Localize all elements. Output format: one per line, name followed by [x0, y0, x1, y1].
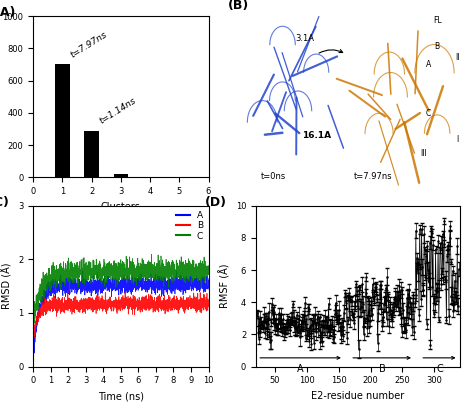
- Bar: [55, 64, 70, 177]
- Y-axis label: RMSF (Å): RMSF (Å): [219, 264, 230, 308]
- Y-axis label: RMSD (Å): RMSD (Å): [1, 263, 12, 310]
- Text: III: III: [420, 150, 427, 158]
- Text: A: A: [426, 60, 431, 69]
- Text: (C): (C): [0, 196, 10, 209]
- X-axis label: Time (ns): Time (ns): [98, 391, 144, 401]
- Text: t=1.14ns: t=1.14ns: [98, 96, 138, 126]
- Text: (B): (B): [228, 0, 249, 12]
- Text: t=7.97ns: t=7.97ns: [69, 30, 109, 60]
- Text: (A): (A): [0, 6, 16, 19]
- Text: B: B: [379, 364, 385, 374]
- X-axis label: Clusters: Clusters: [101, 202, 141, 212]
- Text: 16.1A: 16.1A: [302, 131, 331, 140]
- Text: C: C: [426, 108, 431, 118]
- Legend: A, B, C: A, B, C: [175, 210, 204, 241]
- X-axis label: E2-residue number: E2-residue number: [311, 391, 404, 401]
- Text: 3.1A: 3.1A: [296, 34, 315, 44]
- Text: (D): (D): [205, 196, 227, 209]
- Bar: [84, 131, 99, 177]
- FancyArrowPatch shape: [319, 50, 343, 53]
- Text: A: A: [297, 364, 304, 374]
- Text: t=7.97ns: t=7.97ns: [354, 172, 393, 181]
- Text: I: I: [456, 135, 459, 143]
- Text: B: B: [435, 42, 440, 51]
- Text: FL: FL: [433, 16, 441, 25]
- Text: II: II: [456, 53, 460, 62]
- Text: t=0ns: t=0ns: [261, 172, 286, 181]
- Bar: [114, 174, 128, 177]
- Text: C: C: [436, 364, 443, 374]
